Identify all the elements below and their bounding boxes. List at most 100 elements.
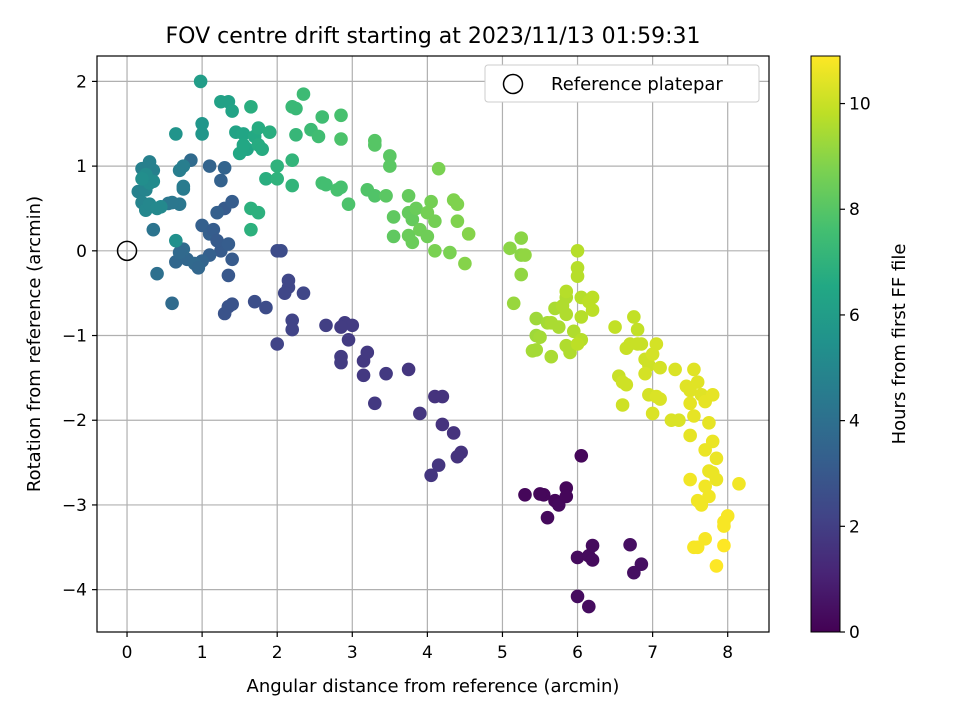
x-tick-label: 0 — [122, 643, 133, 663]
data-point — [533, 487, 547, 501]
data-point — [585, 553, 600, 567]
data-point — [450, 197, 465, 212]
data-point — [732, 476, 746, 491]
data-point — [341, 197, 356, 212]
data-point — [458, 256, 472, 271]
data-point — [169, 127, 183, 141]
colorbar-tick-label: 6 — [849, 306, 860, 326]
y-tick-label: 2 — [76, 72, 87, 92]
colorbar-label: Hours from first FF file — [889, 244, 910, 445]
data-point — [705, 388, 720, 402]
data-point — [386, 210, 401, 224]
data-point — [334, 320, 348, 334]
y-tick-label: −4 — [62, 581, 87, 601]
data-point — [244, 100, 258, 114]
x-tick-label: 2 — [272, 643, 283, 663]
data-point — [717, 538, 731, 553]
data-point — [360, 345, 375, 360]
y-axis-label: Rotation from reference (arcmin) — [24, 196, 45, 492]
data-point — [356, 368, 371, 383]
data-point — [668, 362, 682, 377]
data-point — [270, 172, 285, 186]
data-point — [687, 362, 701, 377]
data-point — [401, 362, 416, 377]
data-point — [221, 268, 236, 283]
data-point — [154, 199, 168, 214]
data-point — [709, 559, 724, 573]
data-point — [289, 127, 303, 142]
colorbar: 0 2 4 6 8 10 Hours from first FF file — [810, 55, 910, 643]
data-point — [225, 252, 239, 267]
data-point — [202, 159, 217, 173]
data-point — [368, 138, 382, 152]
data-point — [195, 116, 209, 131]
data-point — [345, 318, 360, 333]
data-point — [334, 108, 348, 123]
data-point — [702, 415, 716, 430]
x-tick-label: 4 — [422, 643, 433, 663]
data-point — [251, 205, 266, 220]
data-point — [627, 310, 641, 324]
data-point — [172, 245, 187, 260]
data-point — [413, 406, 427, 421]
data-point — [262, 125, 277, 140]
data-point — [653, 392, 667, 406]
data-point — [270, 244, 285, 258]
data-point — [672, 413, 686, 428]
data-point — [383, 149, 397, 163]
data-point — [210, 205, 224, 220]
data-point — [165, 195, 179, 210]
data-point — [315, 110, 330, 124]
data-point — [150, 266, 164, 281]
data-point — [574, 310, 589, 324]
y-axis-ticks: 2 1 0 −1 −2 −3 −4 — [62, 72, 97, 601]
data-point — [176, 159, 191, 173]
data-point — [251, 121, 266, 135]
data-point — [334, 355, 348, 370]
data-point — [334, 132, 348, 146]
data-point — [529, 343, 544, 357]
data-point — [247, 294, 262, 309]
legend: Reference platepar — [484, 64, 760, 103]
data-point — [206, 222, 221, 237]
data-point — [461, 227, 476, 241]
data-point — [165, 296, 179, 311]
data-point — [281, 273, 296, 288]
y-tick-label: 0 — [76, 242, 87, 262]
plot-frame — [96, 55, 770, 633]
x-tick-label: 7 — [647, 643, 658, 663]
y-tick-label: 1 — [76, 157, 87, 177]
data-point — [424, 194, 438, 209]
data-point — [698, 443, 712, 457]
data-point — [709, 472, 724, 487]
data-point — [540, 510, 555, 525]
data-point — [368, 188, 382, 203]
data-point — [195, 127, 209, 141]
data-point — [405, 235, 420, 250]
x-tick-label: 5 — [497, 643, 508, 663]
colorbar-gradient — [810, 55, 841, 633]
x-axis-label: Angular distance from reference (arcmin) — [247, 676, 620, 697]
data-point — [409, 201, 423, 216]
data-point — [191, 260, 206, 275]
data-point — [285, 313, 300, 328]
y-tick-label: −3 — [62, 496, 87, 516]
data-point — [570, 337, 585, 351]
data-point — [146, 222, 161, 237]
reference-platepar-marker — [116, 240, 138, 262]
data-point — [634, 557, 649, 572]
data-point — [259, 300, 273, 315]
data-point — [221, 237, 236, 251]
data-point — [379, 188, 393, 203]
data-point — [225, 194, 239, 209]
colorbar-tick-label: 8 — [849, 200, 860, 220]
x-tick-label: 6 — [572, 643, 583, 663]
data-point — [334, 180, 348, 195]
data-point — [503, 241, 517, 256]
data-point — [319, 177, 333, 192]
data-point — [236, 138, 251, 152]
data-point — [634, 337, 649, 351]
data-point — [518, 248, 532, 262]
data-point — [401, 188, 416, 203]
